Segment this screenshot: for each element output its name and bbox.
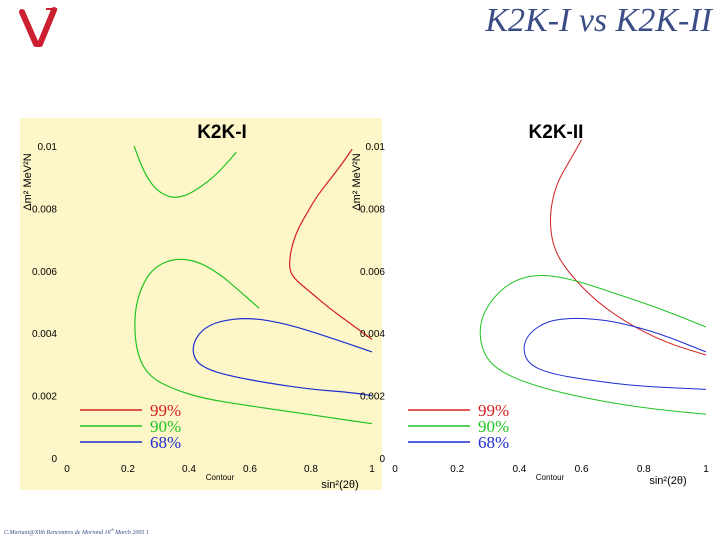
y-tick-label: 0.01 (38, 142, 58, 153)
chart-title: K2K-II (529, 122, 584, 143)
x-tick-label: 0 (392, 464, 398, 475)
legend-label: 90% (478, 417, 509, 436)
nu-logo-icon (19, 7, 58, 47)
footer-suffix: March 2005 1 (113, 530, 149, 536)
slide-title: K2K-I vs K2K-II (485, 2, 712, 39)
contour-90-main- (134, 258, 373, 425)
contour-99- (288, 148, 373, 340)
x-tick-label: 0.8 (304, 464, 318, 475)
contour-68- (192, 318, 373, 397)
contour-99- (549, 139, 707, 356)
legend-label: 99% (150, 401, 181, 420)
footer-credit: C.Mariani@XIth Rencontres de Moriond 16t… (4, 527, 149, 536)
x-tick-label: 1 (369, 464, 375, 475)
legend-label: 99% (478, 401, 509, 420)
y-tick-label: 0.008 (360, 204, 385, 215)
y-tick-label: 0.004 (32, 329, 57, 340)
x-tick-label: 0.6 (243, 464, 257, 475)
legend-label: 68% (478, 433, 509, 452)
k2k1-panel-background (20, 118, 382, 490)
x-axis-label: sin²(2θ) (321, 479, 358, 491)
contour-68- (523, 317, 707, 390)
x-tick-label: 0.6 (575, 464, 589, 475)
x-tick-label: 0.2 (121, 464, 135, 475)
y-tick-label: 0.002 (32, 392, 57, 403)
legend-label: 68% (150, 433, 181, 452)
y-axis-label: Δm² MeV²N (351, 153, 363, 211)
k2k1-chart: K2K-I 0 0.002 0.004 0.006 0.008 0.01 0 0.2 0.4 0.6… (22, 122, 375, 491)
y-tick-label: 0 (51, 454, 57, 465)
contour-label: Contour (536, 473, 565, 482)
contour-label: Contour (206, 473, 235, 482)
x-axis-label: sin²(2θ) (649, 475, 686, 487)
y-tick-label: 0.006 (360, 267, 385, 278)
x-tick-label: 1 (703, 464, 709, 475)
x-tick-label: 0 (64, 464, 70, 475)
footer-prefix: C.Mariani@XIth Rencontres de Moriond 16 (4, 530, 111, 536)
y-tick-label: 0 (379, 454, 385, 465)
y-axis-label: Δm² MeV²N (22, 153, 34, 211)
k2k2-chart: K2K-II 0 0.002 0.004 0.006 0.008 0.01 0 0.2 0.4 0.… (351, 122, 709, 487)
contour-90- (479, 274, 707, 415)
x-tick-label: 0.2 (450, 464, 464, 475)
x-tick-label: 0.4 (182, 464, 196, 475)
x-tick-label: 0.4 (512, 464, 526, 475)
legend-label: 90% (150, 417, 181, 436)
y-tick-label: 0.01 (366, 142, 386, 153)
y-tick-label: 0.006 (32, 267, 57, 278)
x-tick-label: 0.8 (637, 464, 651, 475)
chart-title: K2K-I (197, 122, 247, 143)
y-tick-label: 0.004 (360, 329, 385, 340)
y-tick-label: 0.002 (360, 392, 385, 403)
footer-sup: th (110, 527, 114, 532)
y-tick-label: 0.008 (32, 204, 57, 215)
contour-90-upper- (133, 145, 237, 198)
